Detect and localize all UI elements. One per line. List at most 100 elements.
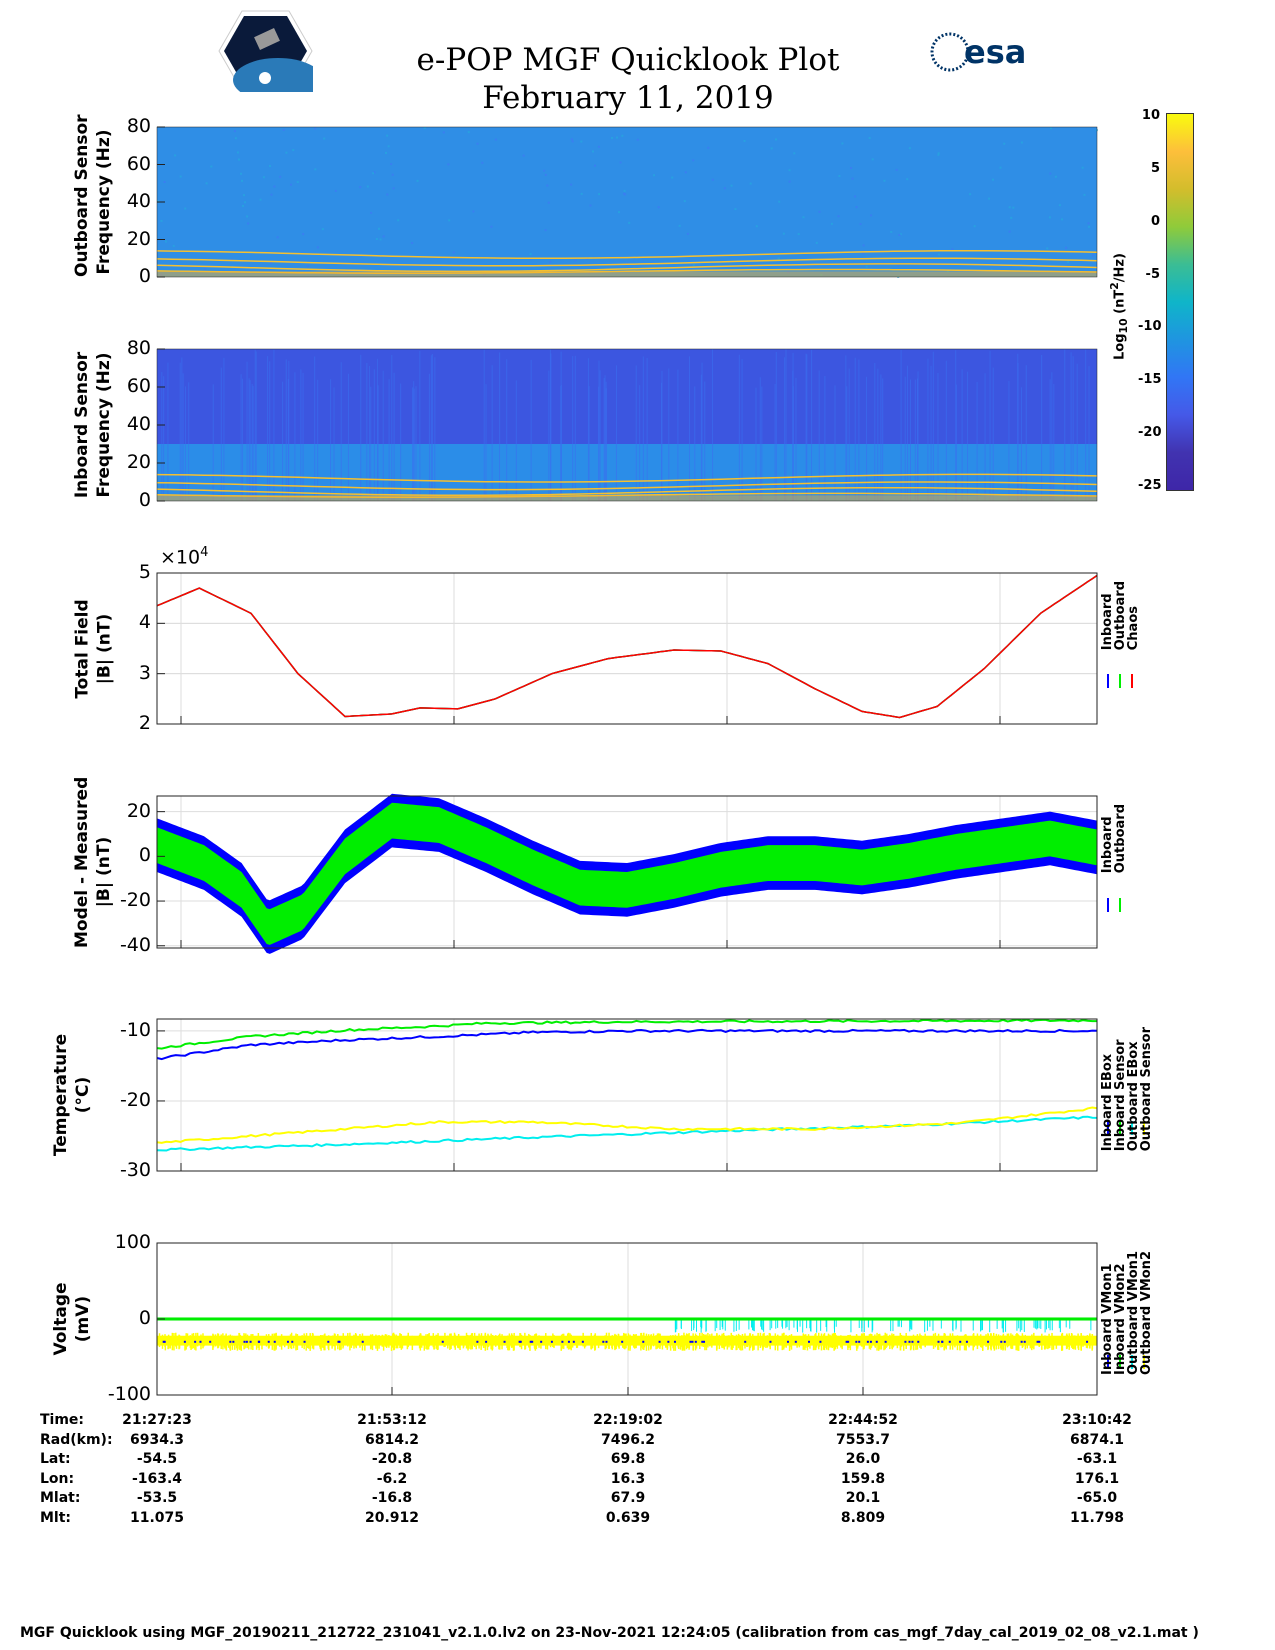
spectrogram-noise — [386, 193, 389, 196]
spectrogram-noise — [321, 228, 324, 231]
spectrogram-noise — [671, 176, 674, 179]
spectrogram-noise — [908, 147, 911, 150]
y-axis-label-line: Temperature — [51, 1033, 71, 1157]
plot-background — [157, 573, 1097, 724]
exponent-base: ×10 — [160, 546, 201, 569]
spectrogram-noise — [411, 241, 414, 244]
colorbar-tick-label: 10 — [1141, 108, 1160, 123]
spectrogram-noise — [623, 189, 626, 192]
spectrogram-noise — [392, 187, 395, 190]
spectrogram-noise — [442, 131, 445, 134]
series-chaos — [156, 574, 1098, 719]
temperature-panel — [156, 1018, 1145, 1172]
spectrogram-noise — [290, 183, 293, 186]
spectrogram-noise — [830, 222, 833, 225]
y-tick-label: 2 — [138, 712, 151, 734]
spectrogram-noise — [490, 225, 493, 228]
spectrogram-noise — [547, 201, 550, 204]
table-cell: 176.1 — [1074, 1470, 1120, 1487]
spectrogram-noise — [653, 174, 656, 177]
spectrogram-noise — [240, 179, 243, 182]
dc-band — [157, 495, 1097, 501]
y-tick-label: 60 — [126, 152, 151, 175]
spectrogram-noise — [619, 161, 622, 164]
spectrogram-noise — [1012, 206, 1015, 209]
spectrogram-noise — [334, 189, 337, 192]
spectrogram-noise — [1065, 246, 1068, 249]
series-inboard-ebox — [156, 1028, 1098, 1061]
spectrogram-noise — [302, 233, 305, 236]
spectrogram-noise — [447, 163, 450, 166]
spectrogram-noise — [711, 178, 714, 181]
y-axis-label-line: Total Field — [72, 598, 92, 699]
spectrogram-noise — [723, 187, 726, 190]
spectrogram-noise — [423, 127, 426, 130]
plot-date: February 11, 2019 — [482, 80, 774, 116]
spectrogram-noise — [818, 210, 821, 213]
table-cell: -163.4 — [131, 1470, 183, 1487]
spectrogram-noise — [837, 215, 840, 218]
spectrogram-noise — [730, 184, 733, 187]
table-cell: 11.075 — [129, 1509, 185, 1526]
spectrogram-noise — [285, 151, 288, 154]
spectrogram-noise — [841, 142, 844, 145]
spectrogram-noise — [1010, 216, 1013, 219]
legend-entry: Chaos — [1126, 606, 1141, 651]
spectrogram-noise — [797, 233, 800, 236]
spectrogram-noise — [580, 192, 583, 195]
table-cell: -53.5 — [136, 1490, 178, 1506]
y-tick-label: -40 — [119, 933, 151, 956]
spectrogram-noise — [1054, 175, 1057, 178]
colorbar-tick-label: 5 — [1150, 160, 1160, 176]
colorbar-tick-label: -25 — [1138, 478, 1162, 493]
y-tick-label: -20 — [119, 889, 151, 912]
spectrogram-noise — [774, 138, 777, 141]
spectrogram-noise — [204, 267, 207, 270]
spectrogram-noise — [988, 197, 991, 200]
spectrogram-noise — [306, 265, 309, 268]
y-tick-label: -100 — [107, 1383, 151, 1405]
spectrogram-noise — [273, 185, 276, 188]
plots-canvas — [156, 126, 1145, 1396]
y-axis-label: Temperature (°C) — [50, 1019, 94, 1171]
spectrogram-noise — [386, 134, 389, 137]
spectrogram-noise — [372, 172, 375, 175]
colorbar-label-sup: 2 — [1108, 282, 1121, 290]
table-cell: 6874.1 — [1069, 1431, 1125, 1448]
spectrogram-noise — [755, 225, 758, 228]
plot-frame — [156, 572, 1098, 725]
table-cell: 16.3 — [610, 1470, 646, 1487]
spectrogram-noise — [1087, 222, 1090, 225]
spectrogram-noise — [1008, 230, 1011, 233]
spectrogram-noise — [522, 154, 525, 157]
spectrogram-noise — [544, 173, 547, 176]
spectrogram-noise — [854, 195, 857, 198]
y-axis-label-line: |B| (nT) — [94, 613, 114, 684]
y-tick-label: 3 — [138, 661, 151, 684]
series-outboard-vmon2-band — [157, 1335, 1097, 1346]
y-axis-label: Outboard Sensor Frequency (Hz) — [71, 114, 115, 277]
spectrogram-noise — [898, 233, 901, 236]
spectrogram-noise — [379, 238, 382, 241]
colorbar-tick-label: -15 — [1138, 372, 1162, 388]
spectrogram-noise — [657, 206, 660, 209]
colorbar — [1166, 113, 1194, 491]
spectrogram-noise — [236, 151, 239, 154]
spectrogram-noise — [452, 251, 455, 254]
spectrogram-noise — [1058, 204, 1061, 207]
spectrogram-noise — [179, 175, 182, 178]
table-cell: 6814.2 — [364, 1431, 420, 1448]
spectrogram-noise — [373, 171, 376, 174]
spectrogram-noise — [1088, 225, 1091, 228]
spectrogram-noise — [174, 154, 177, 157]
spectrogram-noise — [585, 257, 588, 260]
esa-logo: esa — [928, 30, 1038, 78]
spectrogram-noise — [543, 169, 546, 172]
spectrogram-noise — [270, 193, 273, 196]
spectrogram-noise — [580, 140, 583, 143]
table-cell: 22:19:02 — [593, 1412, 663, 1428]
spectrogram-noise — [370, 211, 373, 214]
table-cell: 11.798 — [1069, 1509, 1125, 1526]
y-axis-label-line: Model - Measured — [72, 776, 92, 948]
spectrogram-noise — [897, 264, 900, 267]
